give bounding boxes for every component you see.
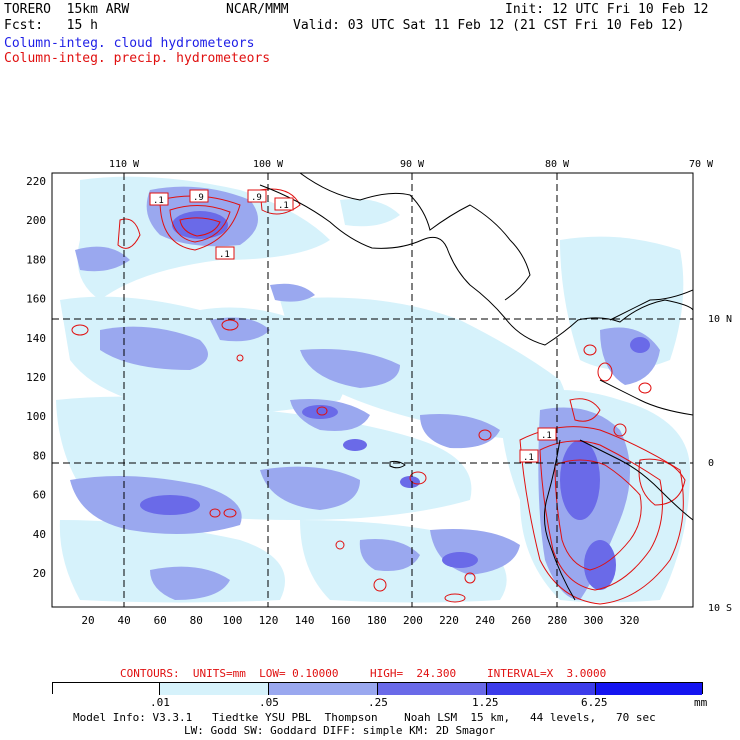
colorbar-cell-1: [160, 683, 269, 695]
x-tick-label: 80: [190, 614, 203, 627]
cloud-light-field: [56, 176, 690, 603]
colorbar-label-0: .01: [150, 696, 170, 709]
cloud-dark-cores: [140, 211, 650, 590]
y-tick-label: 100: [26, 410, 46, 423]
x-tick-label: 320: [620, 614, 640, 627]
colorbar-cell-0: [53, 683, 160, 695]
svg-text:.1: .1: [219, 250, 230, 260]
model-title: TORERO 15km ARW: [4, 2, 130, 17]
contour-label: .9: [247, 189, 267, 203]
latitude-label: 0: [708, 458, 714, 469]
svg-text:.1: .1: [153, 196, 164, 206]
x-tick-label: 240: [475, 614, 495, 627]
y-tick-label: 220: [26, 175, 46, 188]
coastlines: [259, 173, 693, 601]
contour-interval: INTERVAL=X 3.0000: [487, 667, 607, 680]
longitude-label: 70 W: [689, 159, 714, 170]
y-tick-label: 60: [33, 489, 46, 502]
x-tick-label: 180: [367, 614, 387, 627]
y-tick-label: 80: [33, 449, 46, 462]
x-tick-label: 140: [295, 614, 315, 627]
colorbar-label-2: .25: [368, 696, 388, 709]
x-tick-label: 220: [439, 614, 459, 627]
x-tick-label: 120: [259, 614, 279, 627]
longitude-label: 90 W: [400, 159, 425, 170]
svg-text:.1: .1: [541, 431, 552, 441]
x-tick-label: 160: [331, 614, 351, 627]
legend-cloud: Column-integ. cloud hydrometeors: [4, 36, 255, 51]
longitude-label: 110 W: [109, 159, 140, 170]
colorbar-cell-5: [596, 683, 702, 695]
y-tick-label: 140: [26, 332, 46, 345]
latitude-label: 10 S: [708, 603, 732, 614]
latitude-label: 10 N: [708, 314, 732, 325]
contour-label: .1: [215, 246, 235, 260]
model-info: Model Info: V3.3.1 Tiedtke YSU PBL Thomp…: [73, 711, 656, 724]
x-tick-label: 300: [583, 614, 603, 627]
svg-text:.1: .1: [523, 453, 534, 463]
longitude-labels: 110 W 100 W 90 W 80 W 70 W: [109, 159, 714, 170]
y-tick-label: 180: [26, 253, 46, 266]
y-tick-label: 20: [33, 567, 46, 580]
legend-precip: Column-integ. precip. hydrometeors: [4, 51, 271, 66]
x-tick-label: 40: [117, 614, 130, 627]
y-axis-ticks: 220 200 180 160 140 120 100 80 60 40 20: [26, 175, 46, 580]
center-name: NCAR/MMM: [226, 2, 289, 17]
colorbar-cell-2: [269, 683, 378, 695]
contour-label: .1: [274, 197, 294, 211]
contour-label: .1: [537, 427, 557, 441]
colorbar-label-4: 6.25: [581, 696, 608, 709]
valid-time: Valid: 03 UTC Sat 11 Feb 12 (21 CST Fri …: [293, 18, 685, 33]
svg-text:.9: .9: [193, 193, 204, 203]
map-frame: [51, 172, 694, 608]
contour-label: .1: [519, 449, 539, 463]
longitude-label: 80 W: [545, 159, 570, 170]
colorbar-unit: mm: [694, 696, 708, 709]
colorbar-label-3: 1.25: [472, 696, 499, 709]
forecast-hour: Fcst: 15 h: [4, 18, 98, 33]
x-tick-label: 260: [511, 614, 531, 627]
model-physics: LW: Godd SW: Goddard DIFF: simple KM: 2D…: [184, 724, 496, 737]
longitude-label: 100 W: [253, 159, 284, 170]
colorbar-label-1: .05: [259, 696, 279, 709]
x-tick-label: 280: [547, 614, 567, 627]
x-tick-label: 100: [222, 614, 242, 627]
svg-text:.9: .9: [251, 193, 262, 203]
contour-label-boxes: .1 .9 .9 .1 .1 .1 .1: [149, 189, 557, 463]
x-tick-label: 20: [81, 614, 94, 627]
colorbar-cell-3: [378, 683, 487, 695]
x-axis-ticks: 20 40 60 80 100 120 140 160 180 200 220 240 260 280 30…: [81, 614, 639, 627]
colorbar-cell-4: [487, 683, 596, 695]
colorbar: [52, 682, 703, 695]
graticule: [52, 173, 693, 607]
svg-text:.1: .1: [278, 201, 289, 211]
y-tick-label: 120: [26, 371, 46, 384]
y-tick-label: 160: [26, 293, 46, 306]
y-tick-label: 200: [26, 214, 46, 227]
contour-high: HIGH= 24.300: [370, 667, 457, 680]
y-tick-label: 40: [33, 528, 46, 541]
contour-units: CONTOURS: UNITS=mm LOW= 0.10000: [120, 667, 339, 680]
contour-label: .9: [189, 189, 209, 203]
precip-contours: [71, 188, 686, 605]
x-tick-label: 60: [154, 614, 167, 627]
init-time: Init: 12 UTC Fri 10 Feb 12: [505, 2, 709, 17]
x-tick-label: 200: [403, 614, 423, 627]
latitude-labels: 10 N 0 10 S: [708, 314, 732, 614]
contour-label: .1: [149, 192, 169, 206]
